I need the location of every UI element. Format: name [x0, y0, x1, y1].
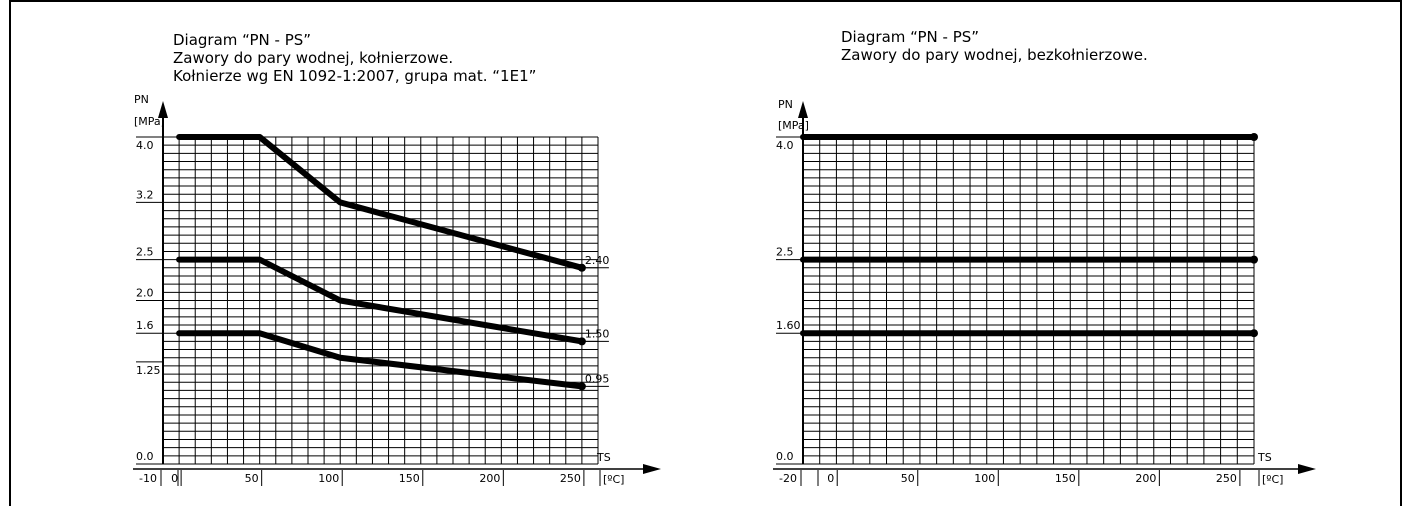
page-frame — [9, 0, 1402, 506]
chart-1-x-tick-label: 50 — [245, 472, 259, 485]
chart-2-title-line: Diagram “PN - PS” — [841, 28, 979, 46]
chart-1-x-tick-label: 200 — [479, 472, 500, 485]
chart-1-title-line: Kołnierze wg EN 1092-1:2007, grupa mat. … — [173, 67, 536, 85]
chart-1-y-tick-label: 4.0 — [136, 139, 154, 152]
chart-1-y-tick-label: 3.2 — [136, 188, 154, 201]
chart-1-x-tick-label: 100 — [318, 472, 339, 485]
chart-1-y-tick-label: 2.0 — [136, 287, 154, 300]
chart-2-y-axis-label: PN — [778, 98, 793, 111]
chart-1-y-tick-label: 1.6 — [136, 319, 154, 332]
chart-2-series-end-point — [1250, 329, 1258, 338]
chart-2-x-tick-label: 50 — [901, 472, 915, 485]
chart-1-x-tick-label: 250 — [560, 472, 581, 485]
chart-2-x-tick-label: -20 — [779, 472, 797, 485]
chart-1-y-axis-label: PN — [134, 93, 149, 106]
chart-2-series-end-point — [1250, 133, 1258, 141]
chart-1-series-end-label: 1.50 — [585, 327, 610, 340]
chart-1-x-axis-arrow — [643, 464, 661, 474]
chart-2-x-tick-label: 100 — [974, 472, 995, 485]
chart-2-x-tick-label: 0 — [827, 472, 834, 485]
chart-2-x-tick-label: 250 — [1216, 472, 1237, 485]
chart-1-x-axis-unit: [ºC] — [603, 473, 624, 486]
chart-1-x-tick-label: -10 — [139, 472, 157, 485]
chart-1-title-line: Zawory do pary wodnej, kołnierzowe. — [173, 49, 453, 67]
chart-1-grid — [162, 136, 599, 465]
chart-2-y-axis-label: [MPa] — [778, 119, 809, 132]
chart-1-x-tick-label: 0 — [171, 472, 178, 485]
chart-1-y-axis-arrow — [158, 101, 168, 118]
chart-1-y-axis-label: [MPa] — [134, 115, 165, 128]
chart-1-y-tick-label: 0.0 — [136, 450, 154, 463]
chart-2-x-tick-label: 200 — [1135, 472, 1156, 485]
chart-1-y-tick-label: 2.5 — [136, 246, 154, 259]
chart-2-y-tick-label: 1.60 — [776, 319, 801, 332]
chart-2-x-tick-label: 150 — [1055, 472, 1076, 485]
chart-2-title-line: Zawory do pary wodnej, bezkołnierzowe. — [841, 46, 1148, 64]
chart-1-y-tick-label: 1.25 — [136, 364, 161, 377]
chart-1-series-line — [176, 134, 585, 271]
chart-2-grid — [802, 136, 1255, 465]
chart-2-x-axis-label: TS — [1257, 451, 1272, 464]
chart-1-x-axis-label: TS — [596, 451, 611, 464]
chart-1-x-tick-label: 150 — [399, 472, 420, 485]
chart-2-y-tick-label: 0.0 — [776, 450, 794, 463]
chart-1-series-end-label: 0.95 — [585, 372, 610, 385]
chart-2-x-axis-unit: [ºC] — [1262, 473, 1283, 486]
chart-1-series-line — [176, 256, 585, 345]
chart-1-title-line: Diagram “PN - PS” — [173, 31, 311, 49]
chart-2-series-end-point — [1250, 255, 1258, 264]
chart-1-series-line — [176, 330, 585, 390]
chart-2-y-tick-label: 4.0 — [776, 139, 794, 152]
chart-2-y-axis-arrow — [798, 101, 808, 118]
chart-2-x-axis-arrow — [1298, 464, 1316, 474]
chart-2-y-tick-label: 2.5 — [776, 246, 794, 259]
chart-1-series-end-label: 2.40 — [585, 254, 610, 267]
